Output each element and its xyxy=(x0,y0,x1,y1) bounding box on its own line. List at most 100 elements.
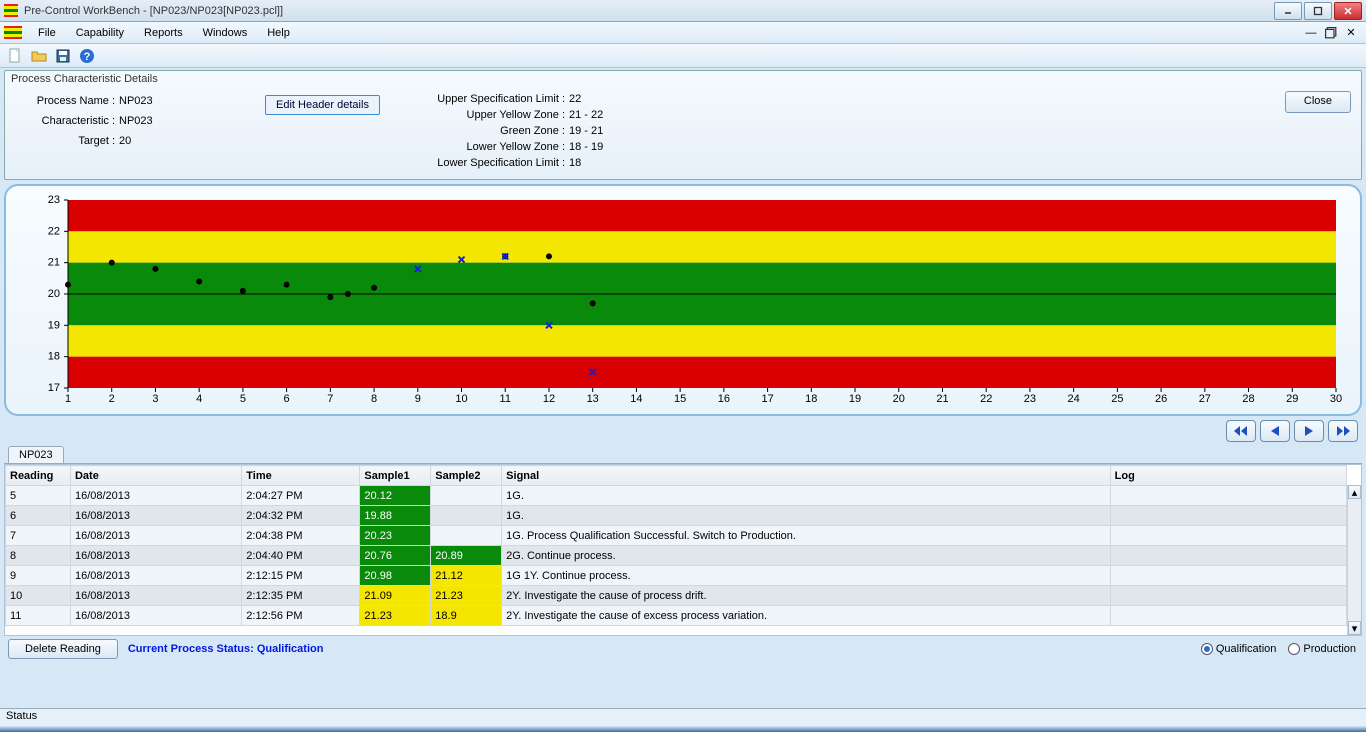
column-header[interactable]: Sample1 xyxy=(360,466,431,486)
tab-np023[interactable]: NP023 xyxy=(8,446,64,463)
svg-text:7: 7 xyxy=(327,393,333,405)
lsl-value: 18 xyxy=(569,157,581,169)
radio-production[interactable]: Production xyxy=(1288,643,1356,655)
svg-text:16: 16 xyxy=(718,393,730,405)
table-cell: 1G. Process Qualification Successful. Sw… xyxy=(502,526,1110,546)
window-maximize-button[interactable] xyxy=(1304,2,1332,20)
characteristic-label: Characteristic : xyxy=(15,115,115,127)
edit-header-button[interactable]: Edit Header details xyxy=(265,95,380,115)
table-row[interactable]: 816/08/20132:04:40 PM20.7620.892G. Conti… xyxy=(6,546,1347,566)
table-cell: 7 xyxy=(6,526,71,546)
svg-text:5: 5 xyxy=(240,393,246,405)
table-cell: 1G. xyxy=(502,486,1110,506)
lyz-label: Lower Yellow Zone : xyxy=(395,141,565,153)
svg-text:18: 18 xyxy=(48,351,60,363)
table-cell: 2:12:15 PM xyxy=(242,566,360,586)
svg-text:14: 14 xyxy=(630,393,642,405)
column-header[interactable]: Reading xyxy=(6,466,71,486)
menu-file[interactable]: File xyxy=(28,24,66,42)
help-icon[interactable]: ? xyxy=(78,47,96,65)
delete-reading-button[interactable]: Delete Reading xyxy=(8,639,118,659)
table-cell: 20.98 xyxy=(360,566,431,586)
table-row[interactable]: 1016/08/20132:12:35 PM21.0921.232Y. Inve… xyxy=(6,586,1347,606)
window-minimize-button[interactable] xyxy=(1274,2,1302,20)
table-cell: 16/08/2013 xyxy=(70,486,241,506)
radio-qualification[interactable]: Qualification xyxy=(1201,643,1277,655)
gz-value: 19 - 21 xyxy=(569,125,603,137)
nav-first-button[interactable] xyxy=(1226,420,1256,442)
table-row[interactable]: 1116/08/20132:12:56 PM21.2318.92Y. Inves… xyxy=(6,606,1347,626)
table-cell: 16/08/2013 xyxy=(70,606,241,626)
table-cell: 21.23 xyxy=(360,606,431,626)
table-cell: 16/08/2013 xyxy=(70,546,241,566)
table-cell: 2Y. Investigate the cause of process dri… xyxy=(502,586,1110,606)
open-file-icon[interactable] xyxy=(30,47,48,65)
table-scrollbar[interactable]: ▴ ▾ xyxy=(1347,485,1361,635)
table-cell: 16/08/2013 xyxy=(70,586,241,606)
column-header[interactable]: Signal xyxy=(502,466,1110,486)
svg-text:3: 3 xyxy=(152,393,158,405)
column-header[interactable]: Time xyxy=(242,466,360,486)
table-cell: 2:12:35 PM xyxy=(242,586,360,606)
menu-capability[interactable]: Capability xyxy=(66,24,134,42)
new-file-icon[interactable] xyxy=(6,47,24,65)
table-cell xyxy=(1110,486,1346,506)
uyz-label: Upper Yellow Zone : xyxy=(395,109,565,121)
svg-text:17: 17 xyxy=(761,393,773,405)
usl-label: Upper Specification Limit : xyxy=(395,93,565,105)
table-cell xyxy=(1110,566,1346,586)
svg-text:22: 22 xyxy=(980,393,992,405)
table-cell: 1G 1Y. Continue process. xyxy=(502,566,1110,586)
table-row[interactable]: 716/08/20132:04:38 PM20.231G. Process Qu… xyxy=(6,526,1347,546)
svg-text:8: 8 xyxy=(371,393,377,405)
nav-last-button[interactable] xyxy=(1328,420,1358,442)
table-cell: 2G. Continue process. xyxy=(502,546,1110,566)
lyz-value: 18 - 19 xyxy=(569,141,603,153)
table-cell: 21.09 xyxy=(360,586,431,606)
table-row[interactable]: 516/08/20132:04:27 PM20.121G. xyxy=(6,486,1347,506)
save-file-icon[interactable] xyxy=(54,47,72,65)
process-details-panel: Process Characteristic Details Process N… xyxy=(4,70,1362,180)
table-row[interactable]: 616/08/20132:04:32 PM19.881G. xyxy=(6,506,1347,526)
table-cell: 2:04:27 PM xyxy=(242,486,360,506)
menu-windows[interactable]: Windows xyxy=(193,24,258,42)
table-row[interactable]: 916/08/20132:12:15 PM20.9821.121G 1Y. Co… xyxy=(6,566,1347,586)
window-titlebar: Pre-Control WorkBench - [NP023/NP023[NP0… xyxy=(0,0,1366,22)
table-cell: 11 xyxy=(6,606,71,626)
mdi-restore-icon[interactable] xyxy=(1324,26,1338,40)
table-cell: 16/08/2013 xyxy=(70,506,241,526)
nav-prev-button[interactable] xyxy=(1260,420,1290,442)
column-header[interactable]: Log xyxy=(1110,466,1346,486)
readings-table-wrap: ReadingDateTimeSample1Sample2SignalLog 5… xyxy=(4,464,1362,636)
svg-text:18: 18 xyxy=(805,393,817,405)
svg-text:17: 17 xyxy=(48,382,60,394)
readings-table: ReadingDateTimeSample1Sample2SignalLog 5… xyxy=(5,465,1347,626)
column-header[interactable]: Sample2 xyxy=(431,466,502,486)
menubar-app-icon xyxy=(4,26,22,40)
window-close-button[interactable] xyxy=(1334,2,1362,20)
mdi-close-icon[interactable]: ✕ xyxy=(1344,26,1358,40)
column-header[interactable]: Date xyxy=(70,466,241,486)
svg-text:19: 19 xyxy=(48,319,60,331)
table-cell: 9 xyxy=(6,566,71,586)
statusbar: Status xyxy=(0,708,1366,726)
menu-help[interactable]: Help xyxy=(257,24,300,42)
nav-next-button[interactable] xyxy=(1294,420,1324,442)
svg-text:15: 15 xyxy=(674,393,686,405)
svg-text:27: 27 xyxy=(1199,393,1211,405)
menu-reports[interactable]: Reports xyxy=(134,24,193,42)
table-cell xyxy=(1110,546,1346,566)
scroll-down-icon[interactable]: ▾ xyxy=(1348,621,1361,635)
mdi-minimize-icon[interactable]: — xyxy=(1304,26,1318,40)
lsl-label: Lower Specification Limit : xyxy=(395,157,565,169)
svg-text:23: 23 xyxy=(48,194,60,206)
scroll-up-icon[interactable]: ▴ xyxy=(1348,485,1361,499)
table-cell xyxy=(1110,586,1346,606)
svg-text:10: 10 xyxy=(455,393,467,405)
svg-text:6: 6 xyxy=(284,393,290,405)
svg-text:20: 20 xyxy=(893,393,905,405)
svg-text:2: 2 xyxy=(109,393,115,405)
close-details-button[interactable]: Close xyxy=(1285,91,1351,113)
table-cell: 21.12 xyxy=(431,566,502,586)
svg-text:13: 13 xyxy=(587,393,599,405)
